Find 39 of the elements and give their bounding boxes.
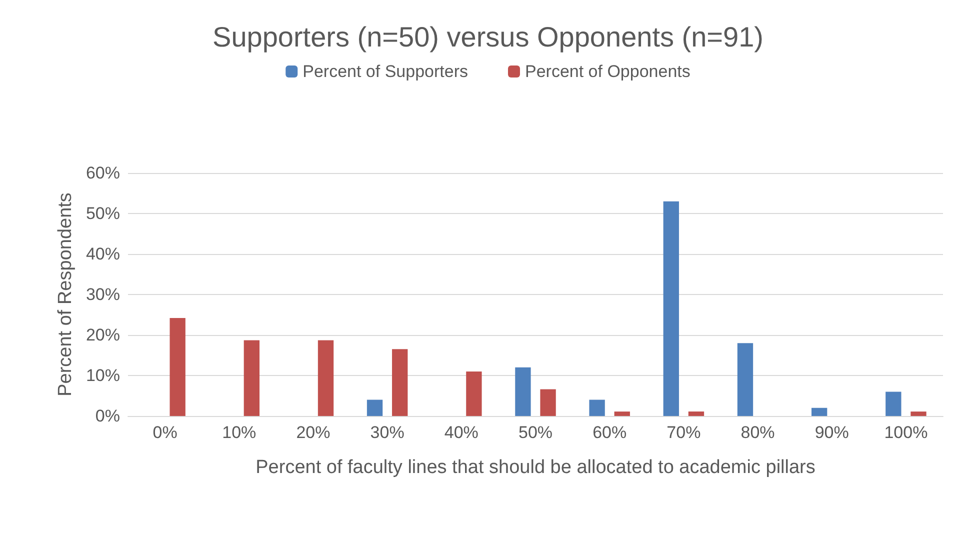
x-tick-label: 0% [152, 423, 178, 442]
x-tick-label: 40% [444, 423, 478, 442]
chart-title: Supporters (n=50) versus Opponents (n=91) [212, 22, 764, 52]
bar [540, 389, 556, 416]
y-tick-label: 10% [86, 366, 120, 385]
x-tick-label: 80% [740, 423, 775, 442]
y-tick-label: 50% [86, 204, 120, 223]
bar [886, 392, 902, 416]
x-tick-label: 70% [666, 423, 701, 442]
bar [366, 400, 383, 416]
bar [737, 343, 754, 416]
bar [392, 349, 408, 416]
y-axis-title: Percent of Respondents [55, 192, 76, 396]
bar [614, 412, 630, 416]
legend-label: Percent of Opponents [524, 62, 690, 81]
bar [589, 400, 605, 416]
y-tick-label: 30% [86, 285, 120, 304]
bar [244, 340, 260, 416]
y-tick-label: 40% [86, 244, 120, 264]
y-tick-label: 0% [95, 406, 120, 426]
x-tick-label: 50% [518, 423, 553, 442]
y-tick-label: 20% [86, 326, 120, 344]
x-tick-label: 90% [814, 423, 849, 442]
bar [318, 340, 334, 416]
x-tick-label: 60% [592, 423, 627, 442]
bar [515, 367, 531, 416]
x-tick-label: 100% [884, 423, 928, 442]
y-tick-label: 60% [86, 164, 120, 182]
bar [910, 412, 926, 416]
bar [466, 371, 482, 416]
x-tick-label: 20% [296, 423, 330, 442]
x-tick-label: 10% [222, 423, 256, 442]
x-axis-title: Percent of faculty lines that should be allocated to academic pillars [256, 457, 816, 478]
bar [170, 318, 186, 416]
legend-label: Percent of Supporters [302, 62, 468, 81]
x-tick-label: 30% [370, 423, 404, 442]
bar [811, 408, 828, 416]
bar [663, 201, 679, 416]
bar [688, 412, 704, 416]
